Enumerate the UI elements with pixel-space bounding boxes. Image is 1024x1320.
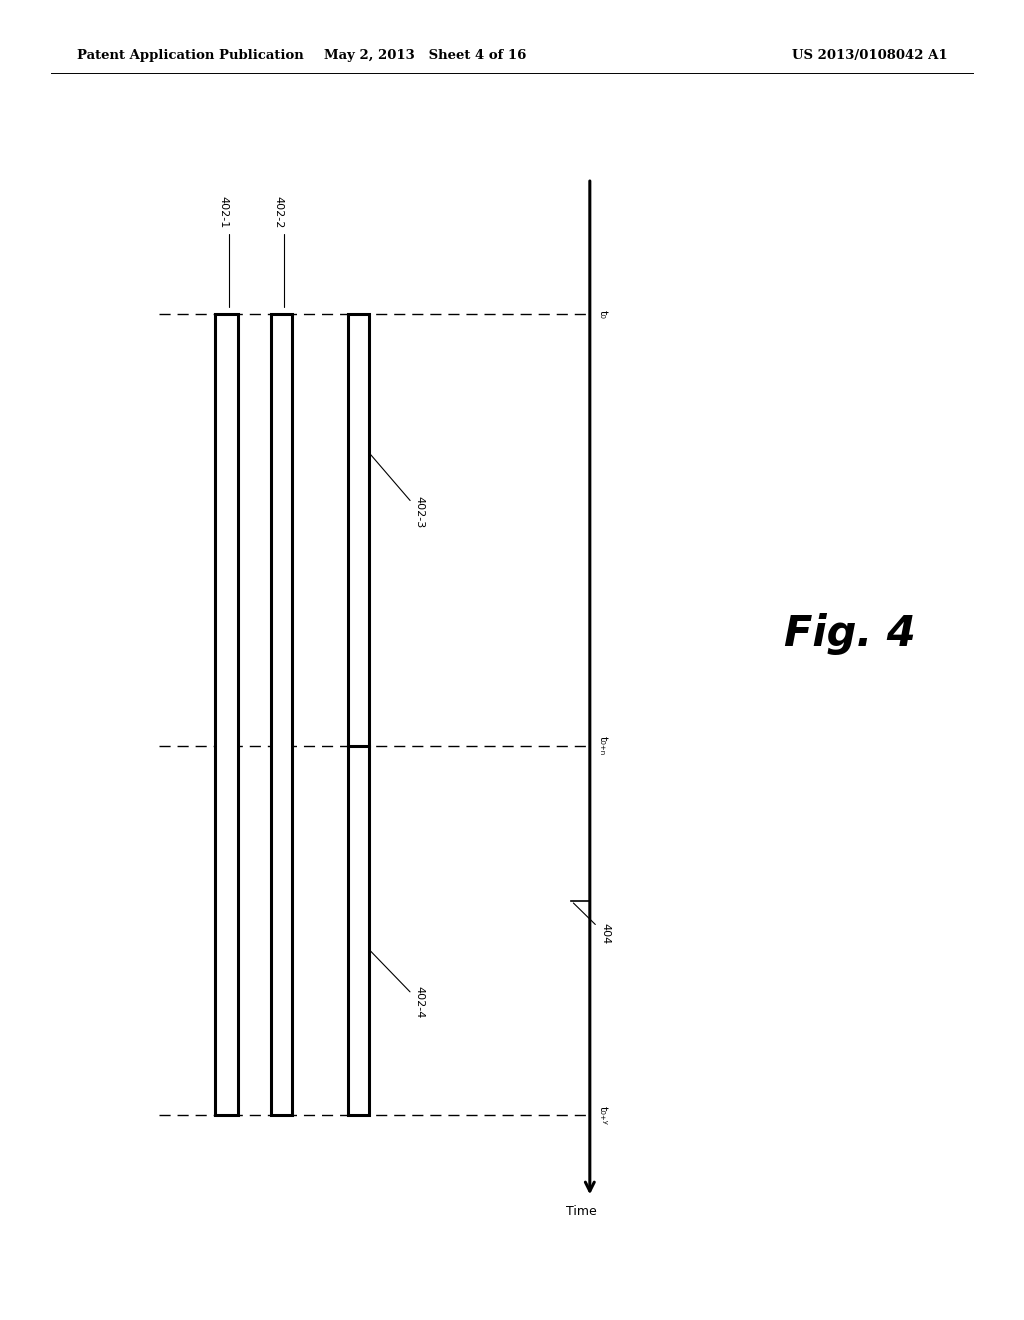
Text: Time: Time	[566, 1205, 597, 1218]
Text: 402-2: 402-2	[273, 195, 284, 308]
Bar	[348, 314, 369, 1115]
Bar	[271, 314, 292, 1115]
Text: 404: 404	[573, 903, 610, 945]
Bar	[215, 314, 238, 1115]
Text: 402-1: 402-1	[218, 197, 228, 308]
Text: Fig. 4: Fig. 4	[784, 612, 915, 655]
Text: t₀₊ₙ: t₀₊ₙ	[598, 737, 608, 755]
Text: US 2013/0108042 A1: US 2013/0108042 A1	[792, 49, 947, 62]
Text: May 2, 2013   Sheet 4 of 16: May 2, 2013 Sheet 4 of 16	[324, 49, 526, 62]
Text: 402-4: 402-4	[371, 952, 425, 1018]
Text: t₀₊ʸ: t₀₊ʸ	[598, 1106, 608, 1125]
Text: Patent Application Publication: Patent Application Publication	[77, 49, 303, 62]
Text: t₀: t₀	[598, 310, 608, 318]
Text: 402-3: 402-3	[371, 454, 425, 528]
